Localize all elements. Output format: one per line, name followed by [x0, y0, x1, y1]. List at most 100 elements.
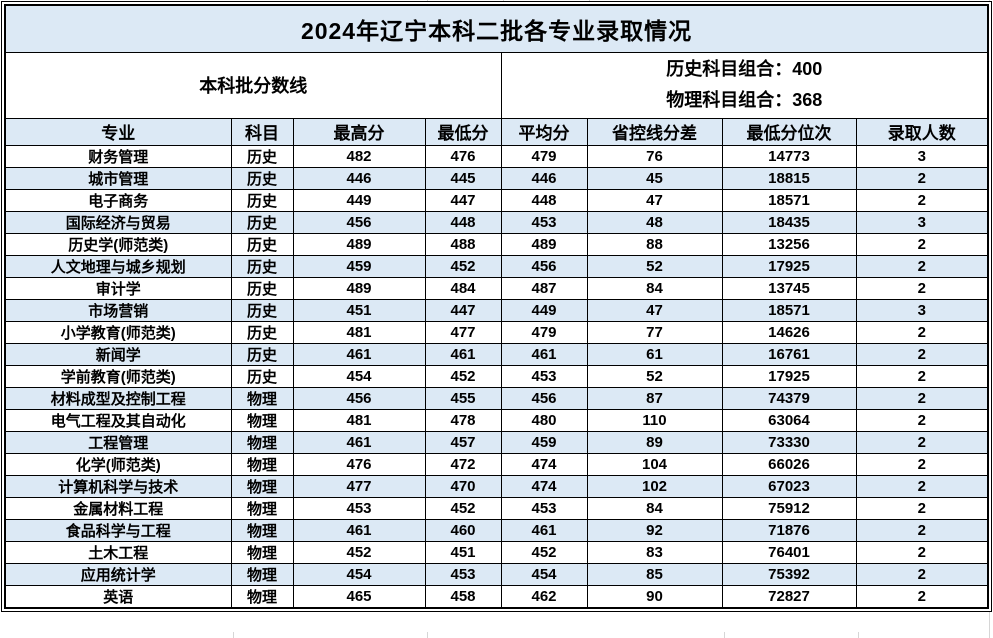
- cell-subject: 物理: [230, 474, 294, 498]
- cell-min-rank: 75392: [721, 562, 857, 586]
- cell-line-diff: 48: [586, 210, 723, 234]
- cell-subject: 历史: [230, 210, 294, 234]
- cell-max-score: 461: [292, 518, 426, 542]
- cell-admit-count: 2: [855, 342, 989, 366]
- table-row: 财务管理 历史 482 476 479 76 14773 3: [4, 144, 989, 168]
- cell-subject: 历史: [230, 166, 294, 190]
- cell-subject: 历史: [230, 342, 294, 366]
- cell-line-diff: 85: [586, 562, 723, 586]
- cell-avg-score: 454: [500, 562, 588, 586]
- score-line-row: 本科批分数线 历史科目组合：400 物理科目组合：368: [4, 51, 989, 119]
- cell-max-score: 461: [292, 430, 426, 454]
- cell-max-score: 481: [292, 408, 426, 432]
- cell-avg-score: 461: [500, 518, 588, 542]
- cell-min-rank: 13745: [721, 276, 857, 300]
- table-row: 计算机科学与技术 物理 477 470 474 102 67023 2: [4, 474, 989, 498]
- cell-max-score: 459: [292, 254, 426, 278]
- table-row: 新闻学 历史 461 461 461 61 16761 2: [4, 342, 989, 366]
- table-row: 工程管理 物理 461 457 459 89 73330 2: [4, 430, 989, 454]
- cell-min-rank: 18571: [721, 298, 857, 322]
- cell-avg-score: 456: [500, 254, 588, 278]
- cell-major: 城市管理: [4, 166, 232, 190]
- cell-min-score: 447: [424, 188, 502, 212]
- cell-major: 审计学: [4, 276, 232, 300]
- cell-min-score: 457: [424, 430, 502, 454]
- column-header-subject: 科目: [230, 117, 294, 146]
- cell-min-score: 461: [424, 342, 502, 366]
- cell-max-score: 489: [292, 276, 426, 300]
- cell-min-rank: 74379: [721, 386, 857, 410]
- table-row: 应用统计学 物理 454 453 454 85 75392 2: [4, 562, 989, 586]
- gridline-tick: [233, 632, 234, 638]
- cell-admit-count: 2: [855, 320, 989, 344]
- header-row: 专业 科目 最高分 最低分 平均分 省控线分差 最低分位次 录取人数: [4, 117, 989, 146]
- cell-admit-count: 2: [855, 562, 989, 586]
- column-header-line-diff: 省控线分差: [586, 117, 723, 146]
- cell-line-diff: 104: [586, 452, 723, 476]
- cell-admit-count: 3: [855, 298, 989, 322]
- cell-line-diff: 52: [586, 254, 723, 278]
- cell-subject: 物理: [230, 408, 294, 432]
- table-row: 电气工程及其自动化 物理 481 478 480 110 63064 2: [4, 408, 989, 432]
- cell-line-diff: 77: [586, 320, 723, 344]
- column-header-min-rank: 最低分位次: [721, 117, 857, 146]
- table-row: 审计学 历史 489 484 487 84 13745 2: [4, 276, 989, 300]
- cell-subject: 历史: [230, 364, 294, 388]
- table-row: 金属材料工程 物理 453 452 453 84 75912 2: [4, 496, 989, 520]
- cell-admit-count: 2: [855, 452, 989, 476]
- cell-major: 人文地理与城乡规划: [4, 254, 232, 278]
- cell-max-score: 446: [292, 166, 426, 190]
- subject-score-lines: 历史科目组合：400 物理科目组合：368: [666, 54, 822, 117]
- cell-subject: 物理: [230, 584, 294, 608]
- cell-subject: 物理: [230, 452, 294, 476]
- cell-line-diff: 52: [586, 364, 723, 388]
- cell-admit-count: 2: [855, 364, 989, 388]
- column-header-avg-score: 平均分: [500, 117, 588, 146]
- cell-admit-count: 2: [855, 496, 989, 520]
- cell-avg-score: 459: [500, 430, 588, 454]
- table-row: 人文地理与城乡规划 历史 459 452 456 52 17925 2: [4, 254, 989, 278]
- cell-min-rank: 18435: [721, 210, 857, 234]
- cell-line-diff: 89: [586, 430, 723, 454]
- cell-line-diff: 92: [586, 518, 723, 542]
- cell-subject: 物理: [230, 386, 294, 410]
- cell-min-rank: 72827: [721, 584, 857, 608]
- cell-major: 食品科学与工程: [4, 518, 232, 542]
- cell-min-score: 455: [424, 386, 502, 410]
- cell-major: 工程管理: [4, 430, 232, 454]
- cell-avg-score: 489: [500, 232, 588, 256]
- gridline-tick: [858, 632, 859, 638]
- cell-line-diff: 110: [586, 408, 723, 432]
- cell-max-score: 449: [292, 188, 426, 212]
- cell-max-score: 461: [292, 342, 426, 366]
- subject-score-lines-cell: 历史科目组合：400 物理科目组合：368: [500, 51, 989, 119]
- cell-line-diff: 88: [586, 232, 723, 256]
- cell-min-rank: 16761: [721, 342, 857, 366]
- cell-subject: 历史: [230, 276, 294, 300]
- cell-avg-score: 461: [500, 342, 588, 366]
- cell-line-diff: 83: [586, 540, 723, 564]
- cell-max-score: 451: [292, 298, 426, 322]
- cell-subject: 历史: [230, 320, 294, 344]
- cell-line-diff: 47: [586, 298, 723, 322]
- gridline-tick: [724, 632, 725, 638]
- cell-max-score: 481: [292, 320, 426, 344]
- cell-max-score: 465: [292, 584, 426, 608]
- table-row: 英语 物理 465 458 462 90 72827 2: [4, 584, 989, 608]
- cell-major: 金属材料工程: [4, 496, 232, 520]
- cell-min-score: 451: [424, 540, 502, 564]
- cell-major: 电子商务: [4, 188, 232, 212]
- cell-admit-count: 2: [855, 386, 989, 410]
- cell-major: 材料成型及控制工程: [4, 386, 232, 410]
- cell-min-rank: 71876: [721, 518, 857, 542]
- cell-line-diff: 84: [586, 496, 723, 520]
- cell-min-score: 452: [424, 496, 502, 520]
- cell-subject: 历史: [230, 144, 294, 168]
- cell-min-rank: 18571: [721, 188, 857, 212]
- table-outer-border: 2024年辽宁本科二批各专业录取情况 本科批分数线 历史科目组合：400 物理科…: [1, 1, 993, 612]
- table-row: 材料成型及控制工程 物理 456 455 456 87 74379 2: [4, 386, 989, 410]
- cell-min-score: 452: [424, 254, 502, 278]
- cell-line-diff: 47: [586, 188, 723, 212]
- cell-avg-score: 453: [500, 364, 588, 388]
- cell-min-rank: 73330: [721, 430, 857, 454]
